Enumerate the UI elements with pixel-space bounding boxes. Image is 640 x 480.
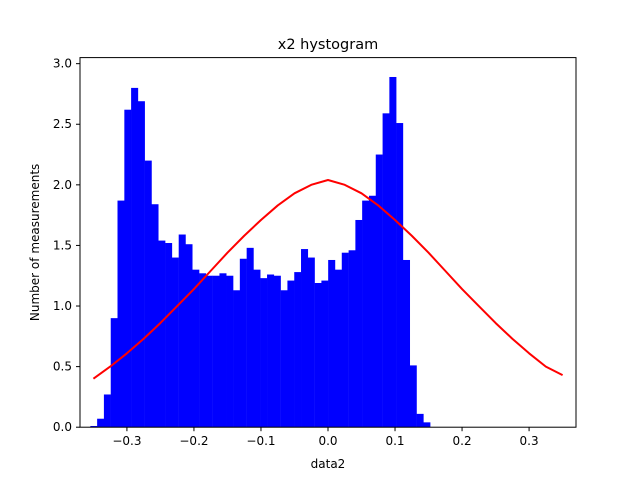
histogram-bar: [165, 243, 173, 428]
y-axis-label: Number of measurements: [28, 164, 42, 321]
histogram-bar: [103, 394, 111, 428]
x-tick-label: 0.2: [453, 434, 472, 448]
y-tick-label: 1.0: [53, 299, 72, 313]
x-axis-label: data2: [311, 457, 346, 471]
histogram-bar: [375, 154, 383, 428]
histogram-bar: [110, 318, 118, 428]
histogram-bar: [301, 249, 309, 428]
x-tick-label: −0.1: [246, 434, 275, 448]
histogram-bar: [212, 275, 220, 428]
x-tick-label: 0.3: [520, 434, 539, 448]
histogram-bar: [171, 257, 179, 428]
histogram-bar: [321, 280, 329, 428]
histogram-bar: [205, 275, 213, 428]
y-tick-label: 0.0: [53, 420, 72, 434]
histogram-bar: [396, 123, 404, 428]
histogram-bar: [389, 76, 397, 428]
y-tick-label: 1.5: [53, 238, 72, 252]
histogram-bar: [124, 109, 132, 428]
histogram-bar: [219, 273, 227, 428]
histogram-bar: [137, 101, 145, 428]
histogram-bar: [199, 273, 207, 428]
histogram-bar: [178, 234, 186, 428]
histogram-bar: [260, 278, 268, 428]
histogram-bar: [307, 257, 315, 428]
x-tick-label: −0.2: [179, 434, 208, 448]
y-axis-ticks: 0.0 0.5 1.0 1.5 2.0 2.5 3.0: [53, 57, 80, 434]
histogram-bar: [97, 418, 105, 428]
histogram-bar: [267, 274, 275, 428]
histogram-bar: [253, 269, 261, 428]
histogram-bar: [409, 365, 417, 428]
histogram-bar: [273, 275, 281, 428]
histogram-bar: [335, 269, 343, 428]
fit-curve-line: [92, 178, 564, 380]
histogram-bar: [131, 87, 139, 428]
histogram-bar: [348, 250, 356, 428]
histogram-bar: [328, 259, 336, 428]
histogram-bar: [382, 113, 390, 428]
histogram-bar: [416, 413, 424, 428]
histogram-bar: [355, 219, 363, 428]
x-tick-label: 0.1: [385, 434, 404, 448]
histogram-bar: [423, 422, 431, 428]
y-tick-label: 3.0: [53, 57, 72, 71]
y-tick-label: 2.5: [53, 117, 72, 131]
histogram-bar: [233, 290, 241, 428]
histogram-bar: [90, 425, 98, 428]
y-tick-label: 2.0: [53, 178, 72, 192]
x-tick-label: 0.0: [318, 434, 337, 448]
x-axis-ticks: −0.3 −0.2 −0.1 0.0 0.1 0.2 0.3: [112, 427, 539, 448]
histogram-bar: [341, 252, 349, 428]
histogram-bar: [239, 258, 247, 428]
fit-curve-layer: [92, 178, 564, 380]
histogram-bar: [362, 200, 370, 428]
histogram-bar: [185, 244, 193, 428]
histogram-bar: [402, 259, 411, 428]
histogram-bar: [246, 247, 254, 428]
chart-title: x2 hystogram: [278, 37, 378, 53]
histogram-bar: [280, 290, 288, 428]
histogram-bar: [314, 283, 322, 428]
histogram-bar: [158, 240, 166, 428]
histogram-bar: [226, 275, 234, 428]
histogram-bars: [90, 76, 431, 428]
y-tick-label: 0.5: [53, 360, 72, 374]
histogram-bar: [294, 272, 302, 428]
histogram-bar: [368, 195, 377, 428]
histogram-bar: [287, 280, 295, 428]
histogram-bar: [151, 204, 159, 428]
histogram-bar: [192, 269, 200, 428]
histogram-bar: [117, 200, 125, 428]
histogram-bar: [144, 160, 152, 428]
x-tick-label: −0.3: [112, 434, 141, 448]
